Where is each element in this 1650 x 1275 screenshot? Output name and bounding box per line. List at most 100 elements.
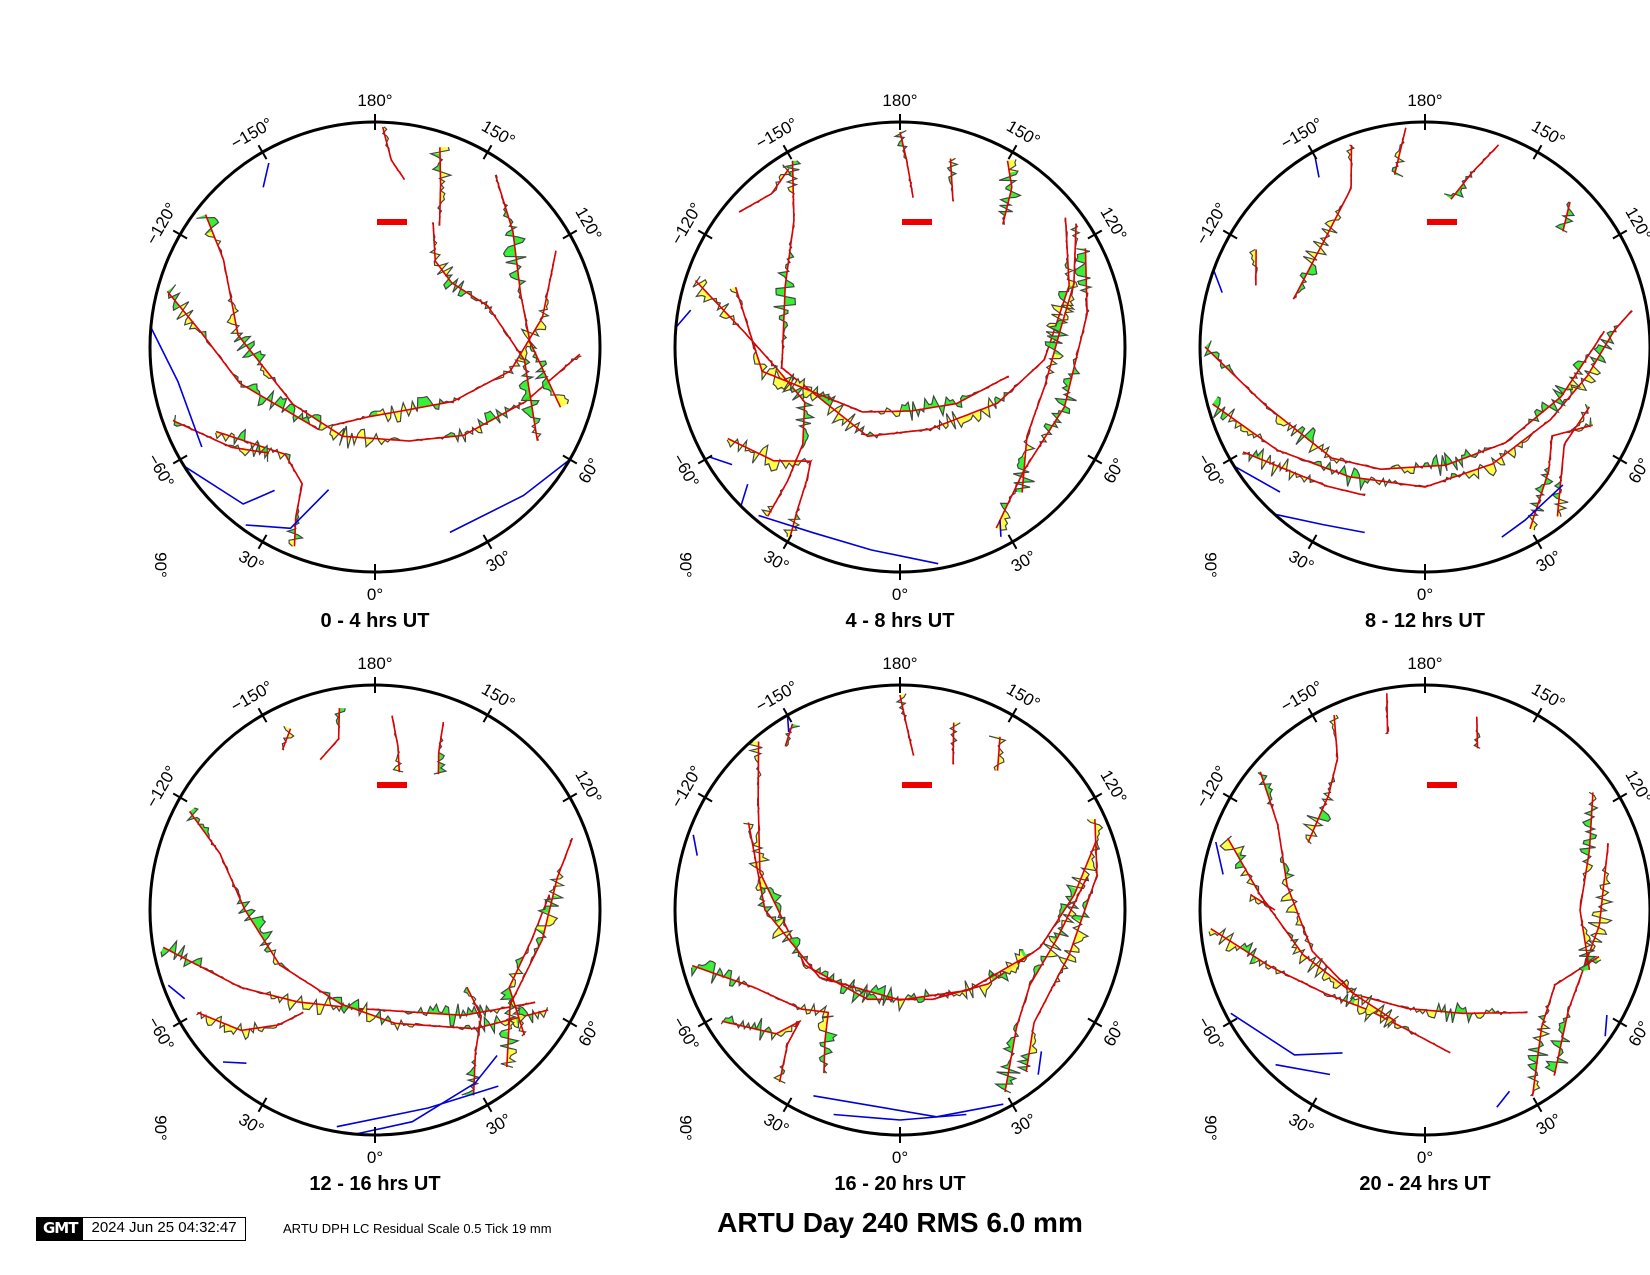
azimuth-label: 30° xyxy=(235,1110,267,1139)
azimuth-label: 30° xyxy=(1533,1110,1565,1139)
residual-fill xyxy=(433,758,446,775)
residual-fill xyxy=(812,392,835,408)
residual-fill xyxy=(691,960,713,976)
satellite-track xyxy=(738,168,790,213)
satellite-track xyxy=(188,810,549,1030)
residual-fill xyxy=(1281,894,1297,913)
satellite-track xyxy=(1531,955,1600,1097)
figure-title: ARTU Day 240 RMS 6.0 mm xyxy=(717,1207,1083,1238)
residual-fill xyxy=(1482,444,1500,453)
azimuth-tick xyxy=(1222,792,1238,803)
residual-fill xyxy=(996,1056,1021,1075)
residual-fill xyxy=(1336,993,1356,1007)
azimuth-label: 180° xyxy=(1407,91,1442,110)
satellite-track xyxy=(437,721,445,775)
satellite-track xyxy=(1025,819,1098,1072)
residual-fill xyxy=(1573,355,1588,375)
residual-fill xyxy=(1049,318,1068,337)
residual-fill xyxy=(1553,385,1573,406)
residual-fill xyxy=(1013,456,1030,475)
skyplot-panel-4: 0°30°60°120°150°180°−150°−120°−60°30°90°… xyxy=(142,654,605,1195)
residual-line xyxy=(1551,403,1589,517)
residual-line xyxy=(993,877,1089,1094)
residual-fill xyxy=(519,369,533,389)
azimuth-label: 30° xyxy=(235,547,267,576)
satellite-track xyxy=(996,736,1001,771)
residual-line xyxy=(1257,772,1399,1028)
residual-fill xyxy=(753,356,767,380)
skyplot-panel-6: 0°30°60°120°150°180°−150°−120°−60°30°90°… xyxy=(1192,654,1650,1195)
azimuth-label: 180° xyxy=(357,654,392,673)
azimuth-tick xyxy=(1532,707,1543,723)
azimuth-label: 30° xyxy=(483,1110,515,1139)
residual-fill xyxy=(503,234,525,254)
gmt-logo: GMT xyxy=(37,1218,84,1240)
residual-fill xyxy=(251,916,266,935)
panel-title: 4 - 8 hrs UT xyxy=(846,610,955,632)
residual-fill xyxy=(721,1016,740,1028)
radius-label: 90° xyxy=(676,552,695,578)
azimuth-label: 150° xyxy=(478,117,518,151)
gmt-timestamp-box: GMT 2024 Jun 25 04:32:47 xyxy=(36,1217,246,1241)
azimuth-tick xyxy=(782,534,793,550)
residual-line xyxy=(1554,201,1576,233)
residual-fill xyxy=(1240,424,1256,438)
satellite-track xyxy=(952,722,955,765)
residual-fill xyxy=(1558,1021,1570,1042)
panel-title: 0 - 4 hrs UT xyxy=(321,610,430,632)
skyplot-panel-1: 0°30°60°120°150°180°−150°−120°−60°30°90°… xyxy=(142,91,605,632)
azimuth-tick xyxy=(1612,792,1628,803)
azimuth-tick xyxy=(562,454,578,465)
azimuth-label: 120° xyxy=(571,204,605,244)
residual-fill xyxy=(818,1012,834,1031)
residual-line xyxy=(773,160,1079,439)
azimuth-label: −60° xyxy=(669,451,703,491)
satellite-track xyxy=(1393,127,1407,175)
residual-fill xyxy=(1289,472,1310,482)
azimuth-label: −60° xyxy=(144,451,178,491)
residual-fill xyxy=(173,415,190,428)
low-elevation-track xyxy=(786,715,790,732)
azimuth-tick xyxy=(257,144,268,160)
residual-fill xyxy=(515,1006,534,1028)
residual-fill xyxy=(1212,396,1227,420)
residual-fill xyxy=(205,231,221,249)
low-elevation-track xyxy=(675,309,692,328)
residual-fill xyxy=(196,214,219,235)
residual-fill xyxy=(947,164,958,184)
satellite-track xyxy=(692,964,830,1074)
low-elevation-track xyxy=(692,834,698,856)
azimuth-label: 180° xyxy=(1407,654,1442,673)
residual-fill xyxy=(430,153,443,173)
satellite-track xyxy=(432,222,539,441)
residual-line xyxy=(893,129,914,198)
residual-line xyxy=(196,1011,304,1041)
azimuth-tick xyxy=(1612,454,1628,465)
residual-fill xyxy=(1602,864,1610,884)
residual-fill xyxy=(1321,215,1341,234)
residual-fill xyxy=(798,378,818,398)
satellite-track xyxy=(381,126,406,181)
azimuth-tick xyxy=(1307,144,1318,160)
azimuth-label: 0° xyxy=(1417,1148,1433,1167)
azimuth-tick xyxy=(482,534,493,550)
azimuth-label: −60° xyxy=(1194,451,1228,491)
residual-line xyxy=(1012,223,1081,493)
residual-fill xyxy=(522,404,540,423)
residual-fill xyxy=(1008,949,1025,973)
residual-line xyxy=(784,725,800,747)
azimuth-tick xyxy=(172,454,188,465)
residual-fill xyxy=(312,996,331,1015)
azimuth-label: 30° xyxy=(483,547,515,576)
residual-fill xyxy=(1075,260,1091,279)
azimuth-tick xyxy=(1007,1097,1018,1113)
azimuth-tick xyxy=(1307,1097,1318,1113)
low-elevation-track xyxy=(1037,1051,1043,1075)
satellite-track xyxy=(1292,144,1353,300)
residual-fill xyxy=(757,886,781,903)
residual-fill xyxy=(762,366,782,390)
residual-fill xyxy=(1309,442,1329,458)
residual-fill xyxy=(1385,1017,1402,1029)
azimuth-label: 0° xyxy=(892,1148,908,1167)
residual-fill xyxy=(938,397,958,416)
